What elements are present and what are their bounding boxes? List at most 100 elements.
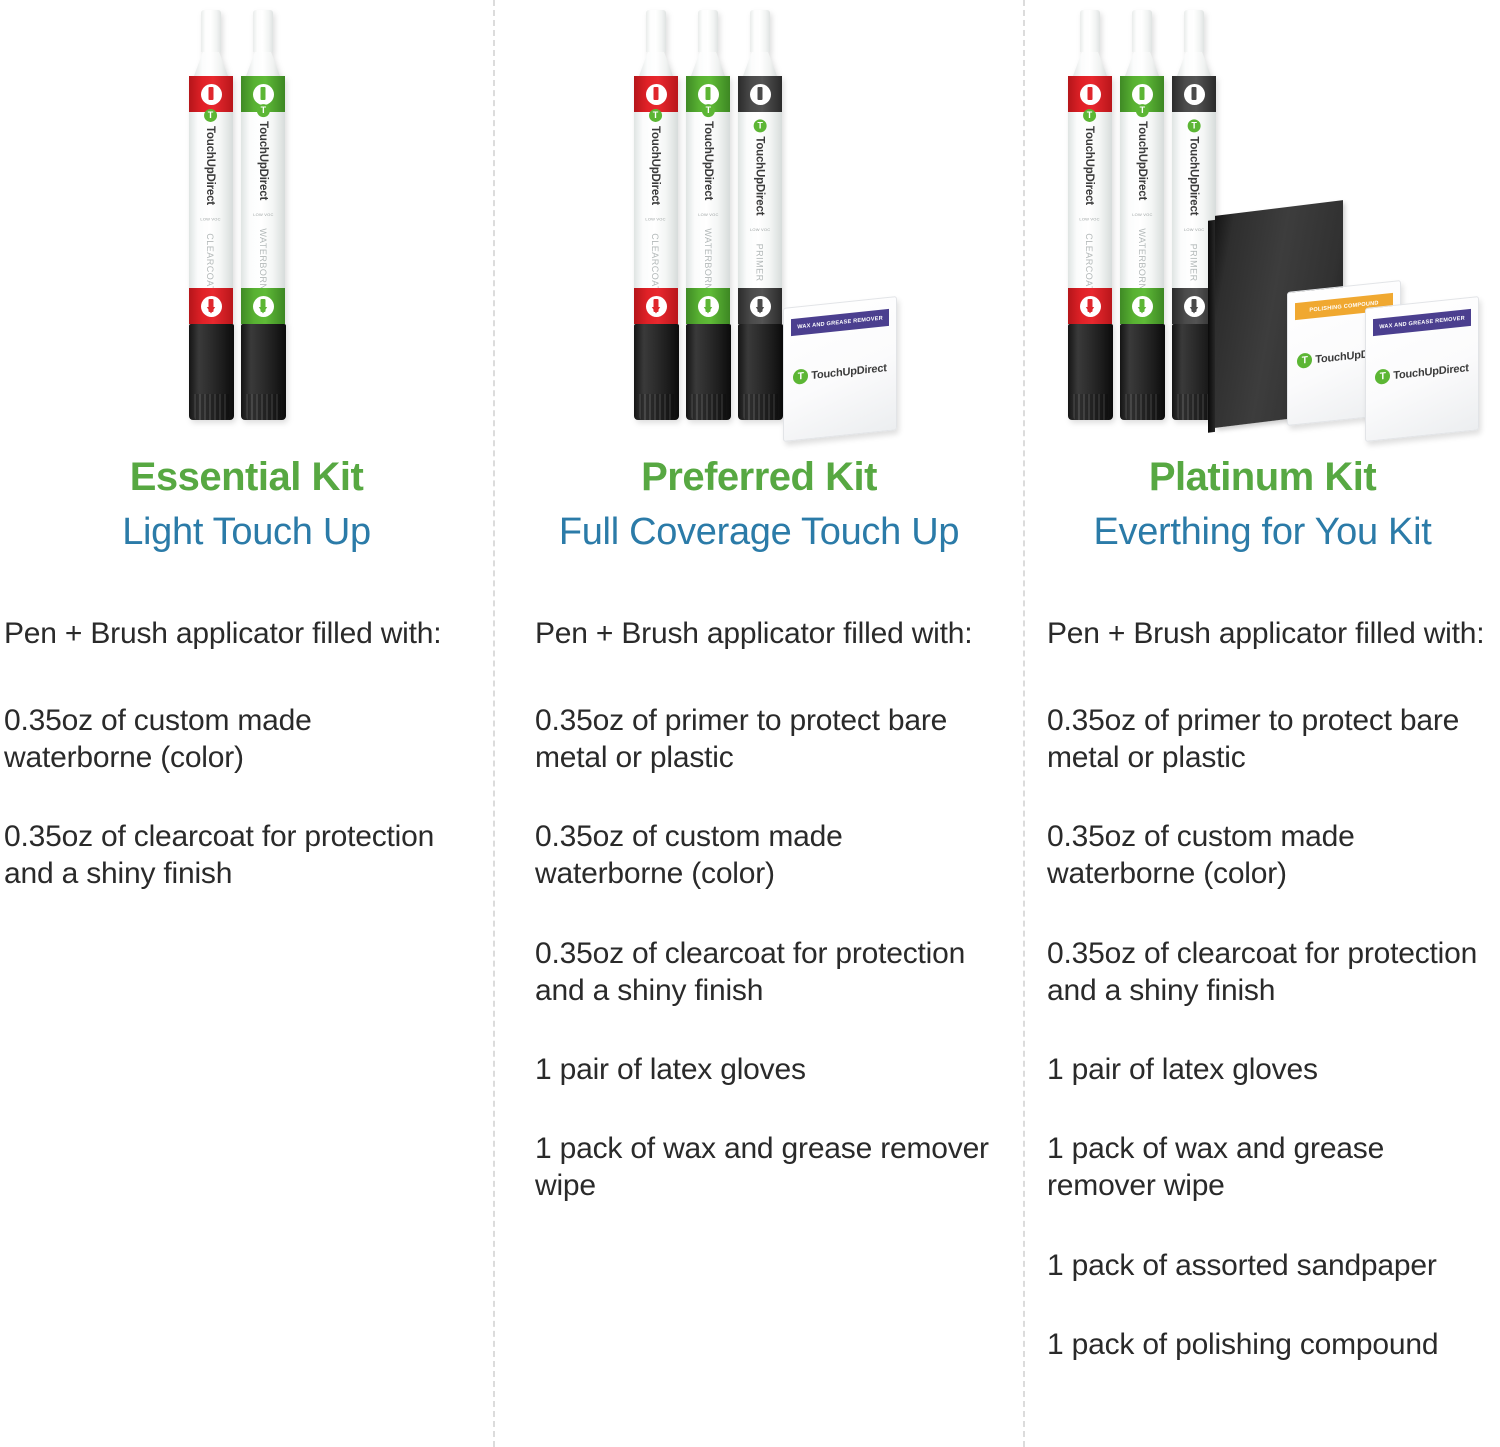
pen-bottle-icon <box>1079 83 1101 105</box>
pen-waterborne: T TouchUpDirect LOW VOC WATERBORNE <box>240 10 286 420</box>
kit-title-essential: Essential Kit <box>129 455 364 499</box>
product-image-essential: T TouchUpDirect LOW VOC CLEARCOAT <box>0 0 493 455</box>
pen-brush-icon <box>1131 295 1153 317</box>
pen-band-bottom-waterborne <box>1120 288 1164 324</box>
pen-brush-icon <box>697 295 719 317</box>
brand-logo-icon: T <box>701 103 715 117</box>
pen-tip-icon <box>750 10 770 52</box>
pen-body: T TouchUpDirect LOW VOC WATERBORNE <box>241 76 285 324</box>
pen-tip-icon <box>201 10 221 52</box>
kit-column-platinum: T TouchUpDirect LOW VOC CLEARCOAT <box>1023 0 1500 1447</box>
wipe-band-label: WAX AND GREASE REMOVER <box>791 308 889 337</box>
pen-cap <box>685 324 731 420</box>
pen-brush-icon <box>645 295 667 317</box>
feature-item: Pen + Brush applicator filled with: <box>1047 616 1485 650</box>
pen-label-clearcoat: T TouchUpDirect LOW VOC CLEARCOAT <box>634 108 678 292</box>
pen-band-bottom-primer <box>738 288 782 324</box>
pen-band-top-clearcoat <box>189 76 233 112</box>
pen-brush-icon <box>1079 295 1101 317</box>
pen-body: T TouchUpDirect LOW VOC CLEARCOAT <box>189 76 233 324</box>
pen-primer: T TouchUpDirect LOW VOC PRIMER <box>737 10 783 420</box>
feature-item: 0.35oz of clearcoat for protection and a… <box>1047 936 1478 1007</box>
pen-clearcoat: T TouchUpDirect LOW VOC CLEARCOAT <box>1067 10 1113 420</box>
pen-brand-text: TouchUpDirect <box>1136 120 1148 200</box>
pen-group-platinum: T TouchUpDirect LOW VOC CLEARCOAT <box>1067 10 1217 420</box>
feature-item: 1 pair of latex gloves <box>535 1053 806 1086</box>
pen-bottle-icon <box>749 83 771 105</box>
pen-brand-text: TouchUpDirect <box>754 135 766 215</box>
pen-variant-text: PRIMER <box>755 243 765 282</box>
feature-item: 1 pack of polishing compound <box>1047 1327 1439 1361</box>
product-image-platinum: T TouchUpDirect LOW VOC CLEARCOAT <box>1025 0 1500 455</box>
pen-voc-text: LOW VOC <box>1079 216 1101 222</box>
pen-tip-icon <box>1080 10 1100 52</box>
pen-band-bottom-clearcoat <box>634 288 678 324</box>
kit-title-preferred: Preferred Kit <box>641 455 877 499</box>
pen-bottle-icon <box>1183 83 1205 105</box>
kit-subtitle-essential: Light Touch Up <box>122 511 371 553</box>
brand-logo-icon: T <box>1375 368 1391 385</box>
feature-item: 0.35oz of primer to protect bare metal o… <box>535 703 948 775</box>
pen-shoulder-icon <box>194 52 228 76</box>
feature-list-preferred: Pen + Brush applicator filled with: 0.35… <box>495 615 1023 1205</box>
pen-brand-text: TouchUpDirect <box>650 125 663 205</box>
pen-label-waterborne: T TouchUpDirect LOW VOC WATERBORNE <box>241 103 285 296</box>
feature-item: 0.35oz of clearcoat for protection and a… <box>4 820 435 891</box>
pen-cap <box>737 324 783 420</box>
feature-item: 0.35oz of custom made waterborne (color) <box>535 820 843 891</box>
pen-bottle-icon <box>645 83 667 105</box>
feature-item: Pen + Brush applicator filled with: <box>4 616 442 650</box>
pen-label-waterborne: T TouchUpDirect LOW VOC WATERBORNE <box>686 103 730 296</box>
brand-logo-icon: T <box>793 368 809 385</box>
brand-logo-icon: T <box>1297 352 1313 369</box>
pen-brand-text: TouchUpDirect <box>257 120 269 200</box>
pen-variant-text: WATERBORNE <box>258 227 268 297</box>
pen-shoulder-icon <box>743 52 777 76</box>
pen-tip-icon <box>1132 10 1152 52</box>
pen-shoulder-icon <box>246 52 280 76</box>
kit-title-platinum: Platinum Kit <box>1148 455 1377 499</box>
brand-logo-icon: T <box>1135 103 1149 117</box>
pen-tip-icon <box>646 10 666 52</box>
feature-item: 0.35oz of custom made waterborne (color) <box>4 703 312 775</box>
pen-bottle-icon <box>200 83 222 105</box>
brand-logo-icon: T <box>256 103 270 117</box>
pen-brush-icon <box>749 295 771 317</box>
pen-shoulder-icon <box>691 52 725 76</box>
pen-brush-icon <box>200 295 222 317</box>
pen-shoulder-icon <box>1177 52 1211 76</box>
wax-and-grease-remover-wipe: WAX AND GREASE REMOVER T TouchUpDirect <box>783 296 897 442</box>
wipe-brand-lockup: T TouchUpDirect <box>1366 359 1478 386</box>
brand-logo-icon: T <box>1083 108 1097 122</box>
feature-list-essential: Pen + Brush applicator filled with: 0.35… <box>0 615 493 893</box>
pen-variant-text: WATERBORNE <box>703 227 713 297</box>
pen-label-clearcoat: T TouchUpDirect LOW VOC CLEARCOAT <box>189 108 233 292</box>
accessory-group-preferred: WAX AND GREASE REMOVER T TouchUpDirect <box>783 296 897 442</box>
pen-bottle-icon <box>697 83 719 105</box>
pen-group-preferred: T TouchUpDirect LOW VOC CLEARCOAT <box>633 10 783 420</box>
pen-cap <box>240 324 286 420</box>
feature-list-platinum: Pen + Brush applicator filled with: 0.35… <box>1025 615 1500 1363</box>
pen-tip-icon <box>253 10 273 52</box>
pen-cap <box>188 324 234 420</box>
pen-body: T TouchUpDirect LOW VOC WATERBORNE <box>686 76 730 324</box>
feature-item: 0.35oz of primer to protect bare metal o… <box>1047 703 1460 775</box>
brand-logo-icon: T <box>649 108 663 122</box>
pen-body: T TouchUpDirect LOW VOC CLEARCOAT <box>1068 76 1112 324</box>
wax-and-grease-remover-wipe: WAX AND GREASE REMOVER T TouchUpDirect <box>1365 296 1479 442</box>
product-image-preferred: T TouchUpDirect LOW VOC CLEARCOAT <box>495 0 1023 455</box>
pen-band-bottom-clearcoat <box>189 288 233 324</box>
feature-item: 1 pack of assorted sandpaper <box>1047 1248 1437 1282</box>
pen-body: T TouchUpDirect LOW VOC WATERBORNE <box>1120 76 1164 324</box>
pen-brand-text: TouchUpDirect <box>205 125 218 205</box>
pen-variant-text: CLEARCOAT <box>206 232 217 292</box>
pen-band-bottom-waterborne <box>686 288 730 324</box>
feature-item: Pen + Brush applicator filled with: <box>535 616 973 650</box>
pen-cap <box>1119 324 1165 420</box>
pen-band-top-primer <box>1172 76 1216 112</box>
pen-band-top-clearcoat <box>1068 76 1112 112</box>
kit-column-preferred: T TouchUpDirect LOW VOC CLEARCOAT <box>493 0 1023 1447</box>
pen-band-bottom-waterborne <box>241 288 285 324</box>
pen-band-top-clearcoat <box>634 76 678 112</box>
